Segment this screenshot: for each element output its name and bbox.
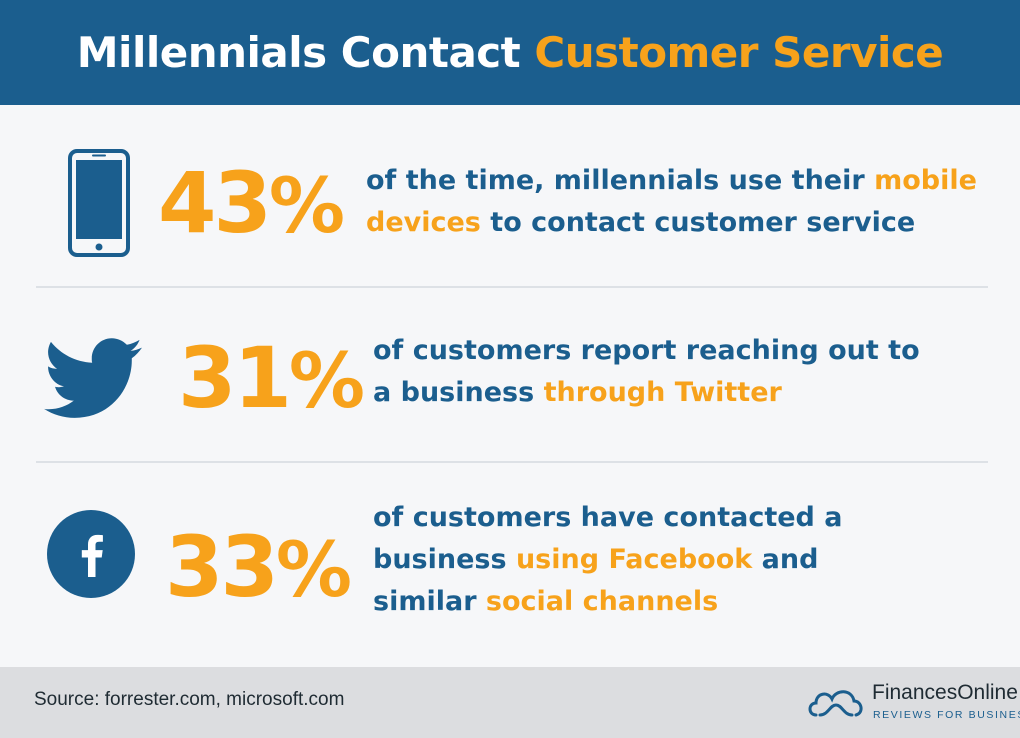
stat-number: 33 (165, 518, 279, 616)
facebook-icon (47, 510, 135, 598)
description-highlight: using Facebook (515, 544, 753, 575)
stat-number: 43 (158, 154, 272, 252)
title-main: Millennials Contact (76, 28, 521, 77)
title-accent: Customer Service (534, 28, 944, 77)
description-line: of the time, millennials use their mobil… (366, 160, 977, 202)
description-text: business (373, 544, 516, 575)
description-text: of the time, millennials use their (366, 165, 875, 196)
stat-value-mobile: 43% (158, 161, 345, 245)
description-highlight: devices (366, 207, 481, 238)
divider (36, 461, 988, 463)
percent-sign: % (288, 336, 365, 425)
stat-number: 31 (178, 329, 292, 427)
description-text: of customers have contacted a (373, 502, 843, 533)
stat-description-mobile: of the time, millennials use their mobil… (366, 160, 977, 244)
description-highlight: mobile (874, 165, 977, 196)
cloud-logo-icon (808, 690, 863, 717)
stat-description-twitter: of customers report reaching out to a bu… (373, 330, 920, 414)
brand-name: FinancesOnline (872, 681, 1018, 704)
description-text: and (752, 544, 819, 575)
header-banner: Millennials Contact Customer Service (0, 0, 1020, 105)
divider (36, 286, 988, 288)
description-highlight: through Twitter (543, 377, 782, 408)
percent-sign: % (268, 161, 345, 250)
description-text: similar (373, 586, 486, 617)
description-line: business using Facebook and (373, 539, 843, 581)
stat-value-twitter: 31% (178, 336, 365, 420)
brand-tagline: REVIEWS FOR BUSINESS (873, 709, 1020, 721)
description-text: of customers report reaching out to (373, 335, 920, 366)
smartphone-icon (68, 149, 130, 257)
twitter-bird-icon (44, 338, 142, 418)
description-text: a business (373, 377, 544, 408)
footer: Source: forrester.com, microsoft.com Fin… (0, 667, 1020, 738)
description-text: to contact customer service (480, 207, 916, 238)
source-text: Source: forrester.com, microsoft.com (34, 689, 345, 710)
description-line: of customers have contacted a (373, 497, 843, 539)
description-line: similar social channels (373, 581, 843, 623)
description-line: a business through Twitter (373, 372, 920, 414)
description-highlight: social channels (485, 586, 719, 617)
stat-row-mobile: 43% of the time, millennials use their m… (0, 105, 1020, 287)
description-line: devices to contact customer service (366, 202, 977, 244)
stat-row-twitter: 31% of customers report reaching out to … (0, 288, 1020, 462)
page-title: Millennials Contact Customer Service (76, 28, 944, 77)
stat-value-facebook: 33% (165, 525, 352, 609)
stat-row-facebook: 33% of customers have contacted a busine… (0, 463, 1020, 667)
description-line: of customers report reaching out to (373, 330, 920, 372)
percent-sign: % (275, 525, 352, 614)
stat-description-facebook: of customers have contacted a business u… (373, 497, 843, 623)
